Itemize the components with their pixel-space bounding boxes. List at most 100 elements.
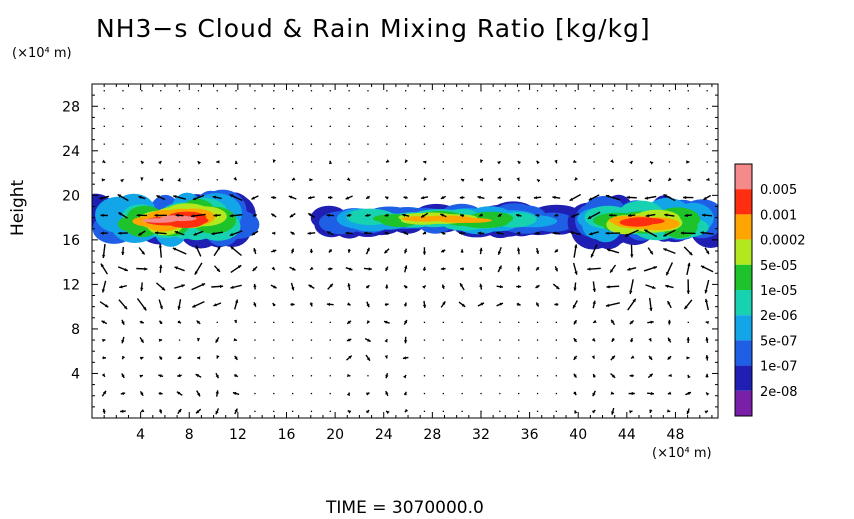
time-value: 3070000.0 [391, 498, 484, 518]
wind-arrow [401, 213, 410, 217]
wind-arrow [497, 195, 503, 200]
wind-dot [649, 125, 652, 127]
wind-arrow [460, 249, 464, 253]
wind-arrow [591, 337, 596, 342]
wind-arrow [365, 354, 371, 362]
wind-dot [574, 125, 576, 127]
wind-dot [273, 321, 275, 323]
wind-arrow [177, 408, 182, 415]
wind-arrow [138, 247, 146, 255]
wind-arrow [686, 356, 690, 360]
wind-arrow [684, 213, 692, 218]
wind-dot [631, 90, 633, 92]
wind-dot [536, 125, 539, 127]
wind-arrow [611, 407, 615, 415]
y-tick-label: 28 [62, 99, 80, 115]
wind-dot [461, 161, 463, 163]
wind-dot [367, 125, 369, 127]
y-axis-unit: (×10⁴ m) [12, 46, 72, 61]
wind-dot [235, 90, 237, 92]
wind-dot [555, 410, 557, 412]
wind-dot [235, 125, 237, 127]
x-tick-label: 40 [569, 427, 587, 443]
wind-arrow [230, 245, 242, 257]
wind-arrow [460, 178, 465, 182]
wind-arrow [213, 302, 222, 307]
wind-arrow [384, 303, 389, 307]
wind-arrow [271, 195, 277, 200]
colorbar: 2e-08 1e-07 5e-07 2e-06 1e-05 5e-05 0.0002 0.00… [734, 163, 806, 417]
wind-dot [329, 179, 331, 181]
wind-dot [461, 143, 463, 145]
wind-dot [367, 179, 369, 181]
wind-arrow [574, 410, 578, 414]
wind-arrow [423, 177, 427, 181]
wind-dot [593, 90, 595, 92]
wind-arrow [573, 319, 578, 325]
wind-arrow [233, 373, 239, 378]
wind-arrow [609, 213, 617, 217]
wind-arrow [345, 267, 353, 271]
wind-dot [122, 143, 124, 145]
wind-dot [461, 410, 463, 412]
wind-arrow [592, 300, 596, 309]
wind-dot [499, 410, 501, 412]
wind-dot [329, 107, 331, 110]
wind-arrow [686, 279, 690, 294]
wind-dot [310, 375, 313, 377]
wind-dot [329, 321, 331, 323]
wind-arrow [118, 299, 128, 310]
wind-dot [178, 339, 181, 341]
wind-arrow [290, 282, 295, 291]
wind-arrow [365, 213, 371, 217]
wind-arrow [606, 285, 620, 289]
wind-arrow [175, 213, 184, 217]
wind-arrow [572, 300, 578, 309]
y-tick-label: 12 [62, 277, 80, 293]
wind-dot [216, 179, 218, 181]
wind-arrow [440, 249, 446, 253]
wind-dot [442, 179, 444, 181]
colorbar-swatch [735, 365, 752, 391]
wind-arrow [700, 231, 714, 235]
wind-dot [103, 125, 105, 127]
x-tick-label: 32 [472, 427, 490, 443]
wind-arrow [215, 372, 220, 379]
wind-arrow [479, 159, 484, 163]
wind-dot [555, 179, 557, 181]
wind-dot [555, 339, 557, 341]
wind-dot [518, 125, 520, 127]
wind-dot [423, 392, 426, 395]
wind-arrow [117, 266, 129, 272]
wind-arrow [212, 195, 222, 200]
wind-arrow [479, 178, 483, 182]
wind-arrow [647, 247, 654, 255]
wind-dot [197, 90, 200, 92]
wind-arrow [289, 212, 296, 218]
wind-dot [141, 90, 143, 92]
wind-arrow [347, 409, 352, 414]
wind-arrow [423, 160, 427, 164]
wind-arrow [102, 243, 106, 259]
colorbar-swatch [735, 340, 752, 366]
wind-arrow [196, 390, 201, 397]
wind-arrow [383, 248, 390, 254]
wind-arrow [327, 283, 334, 290]
wind-dot [461, 125, 463, 127]
wind-dot [273, 357, 275, 359]
wind-arrow [628, 213, 636, 218]
wind-arrow [346, 320, 352, 325]
wind-dot [197, 125, 200, 127]
wind-dot [329, 357, 331, 359]
wind-arrow [253, 283, 257, 290]
wind-dot [254, 179, 256, 181]
wind-dot [480, 339, 482, 341]
wind-arrow [308, 284, 315, 289]
wind-arrow [609, 264, 617, 274]
wind-dot [273, 107, 275, 110]
wind-arrow [536, 160, 540, 165]
wind-arrow [592, 281, 596, 292]
wind-arrow [647, 373, 654, 379]
wind-dot [442, 125, 444, 127]
wind-arrow [234, 299, 239, 310]
